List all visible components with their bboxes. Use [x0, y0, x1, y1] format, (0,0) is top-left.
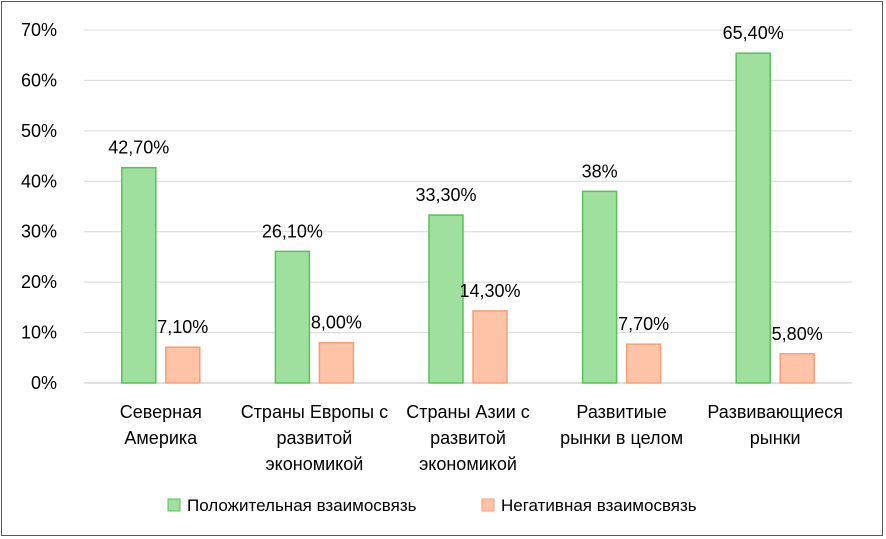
gridlines — [84, 29, 852, 384]
category-label: Страны Азии с развитой экономикой — [406, 402, 530, 474]
category-label-line: Страны Европы с — [241, 402, 388, 422]
bar-negative — [318, 341, 355, 384]
category-label-line: рынки — [750, 428, 801, 448]
category-label-line: Развивающиеся — [707, 402, 843, 422]
data-label: 14,30% — [459, 281, 520, 301]
bars — [121, 52, 815, 384]
y-tick-label: 60% — [21, 70, 57, 90]
category-label-line: развитой — [430, 428, 506, 448]
bar-negative — [779, 353, 815, 384]
data-label: 65,40% — [723, 23, 784, 43]
category-label: Страны Европы с развитой экономикой — [241, 402, 388, 474]
category-label-line: Страны Азии с — [406, 402, 530, 422]
bar-positive — [274, 250, 311, 384]
bar-positive — [121, 166, 157, 384]
data-label: 8,00% — [311, 313, 362, 333]
category-label: Северная Америка — [120, 402, 202, 448]
data-label: 5,80% — [772, 324, 823, 344]
y-tick-label: 10% — [21, 323, 57, 343]
legend-swatch — [167, 498, 181, 512]
bar-negative — [625, 343, 662, 384]
data-label: 33,30% — [415, 185, 476, 205]
x-axis: Северная Америка Страны Европы с развитой эк… — [120, 402, 843, 474]
category-label: Развивающиеся рынки — [707, 402, 843, 448]
legend: Положительная взаимосвязь Негативная взаи… — [167, 496, 697, 515]
bar-positive — [428, 214, 464, 384]
y-tick-label: 30% — [21, 222, 57, 242]
category-label-line: Америка — [124, 428, 198, 448]
y-tick-label: 40% — [21, 171, 57, 191]
y-tick-label: 0% — [31, 373, 57, 393]
category-label: Развитиые рынки в целом — [560, 402, 683, 448]
bar-positive — [581, 190, 618, 384]
y-tick-label: 50% — [21, 121, 57, 141]
data-label: 7,70% — [618, 314, 669, 334]
y-axis: 0% 10% 20% 30% 40% 50% 60% 70% — [21, 20, 57, 393]
legend-swatch — [481, 498, 495, 512]
category-label-line: Северная — [120, 402, 202, 422]
y-tick-label: 20% — [21, 272, 57, 292]
category-label-line: Развитиые — [576, 402, 666, 422]
category-label-line: рынки в целом — [560, 428, 683, 448]
category-label-line: развитой — [277, 428, 353, 448]
data-label: 7,10% — [157, 317, 208, 337]
legend-label: Положительная взаимосвязь — [187, 496, 417, 515]
category-label-line: экономикой — [419, 454, 517, 474]
category-label-line: экономикой — [266, 454, 364, 474]
bar-negative — [165, 346, 201, 384]
data-label: 26,10% — [262, 221, 323, 241]
bar-negative — [472, 310, 508, 384]
data-labels: 42,70% 7,10% 26,10% 8,00% 33,30% 14,30% 38% 7,7… — [108, 23, 822, 344]
data-label: 42,70% — [108, 138, 169, 158]
bar-positive — [735, 52, 771, 384]
y-tick-label: 70% — [21, 20, 57, 40]
data-label: 38% — [582, 161, 618, 181]
legend-label: Негативная взаимосвязь — [501, 496, 697, 515]
